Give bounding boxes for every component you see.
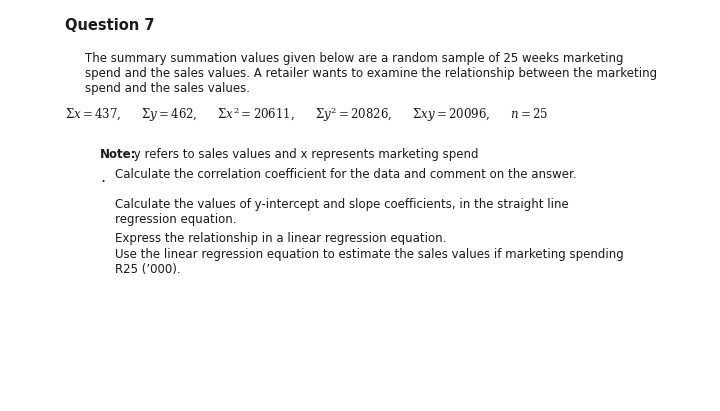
Text: spend and the sales values.: spend and the sales values. [85, 82, 250, 95]
Text: .: . [100, 170, 105, 185]
Text: spend and the sales values. A retailer wants to examine the relationship between: spend and the sales values. A retailer w… [85, 67, 657, 80]
Text: The summary summation values given below are a random sample of 25 weeks marketi: The summary summation values given below… [85, 52, 624, 65]
Text: y refers to sales values and x represents marketing spend: y refers to sales values and x represent… [130, 148, 479, 161]
Text: Calculate the correlation coefficient for the data and comment on the answer.: Calculate the correlation coefficient fo… [115, 168, 577, 181]
Text: Use the linear regression equation to estimate the sales values if marketing spe: Use the linear regression equation to es… [115, 248, 624, 261]
Text: Note:: Note: [100, 148, 137, 161]
Text: R25 (’000).: R25 (’000). [115, 263, 181, 276]
Text: $\Sigma x = 437,$     $\Sigma y = 462,$     $\Sigma x^2 = 20611,$     $\Sigma y^: $\Sigma x = 437,$ $\Sigma y = 462,$ $\Si… [65, 105, 549, 124]
Text: regression equation.: regression equation. [115, 213, 236, 226]
Text: Calculate the values of y-intercept and slope coefficients, in the straight line: Calculate the values of y-intercept and … [115, 198, 569, 211]
Text: Express the relationship in a linear regression equation.: Express the relationship in a linear reg… [115, 232, 446, 245]
Text: Question 7: Question 7 [65, 18, 155, 33]
